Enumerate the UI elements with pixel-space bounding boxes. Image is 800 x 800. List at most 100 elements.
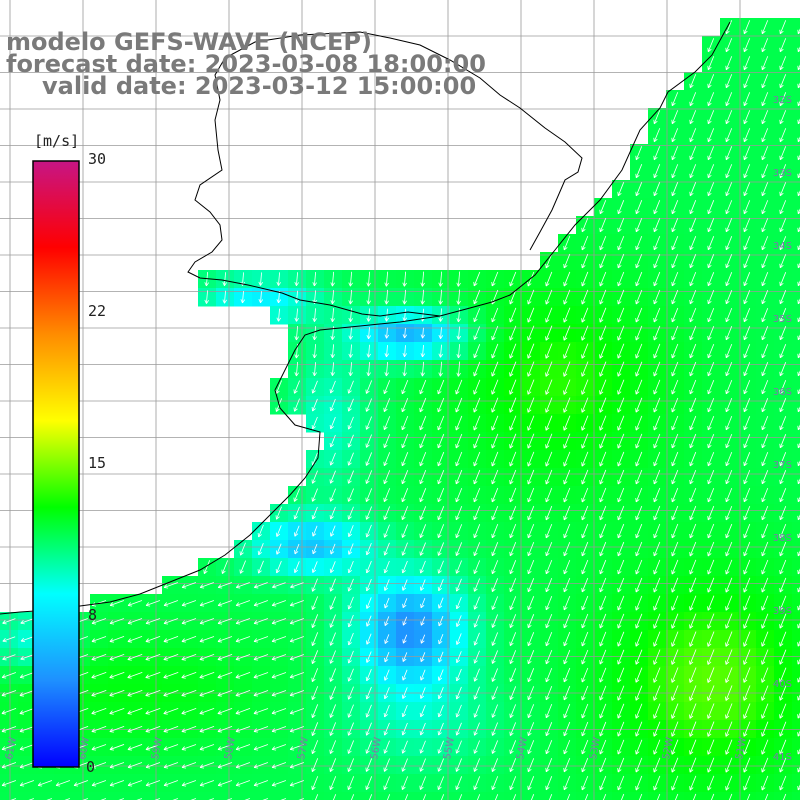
wind-arrow	[545, 487, 553, 503]
wind-arrow	[689, 289, 697, 305]
wind-arrow	[707, 200, 715, 215]
wind-arrow	[383, 452, 391, 467]
wind-arrow	[761, 308, 769, 323]
wind-arrow	[509, 487, 517, 503]
wind-arrow	[509, 596, 517, 611]
wind-arrow	[509, 289, 517, 305]
wind-arrow	[329, 596, 336, 610]
wind-arrow	[527, 560, 535, 575]
wind-arrow	[329, 398, 336, 412]
wind-arrow	[527, 451, 535, 467]
wind-arrow	[311, 416, 318, 430]
wind-arrow	[509, 307, 517, 323]
wind-arrow	[276, 308, 281, 322]
wind-arrow	[365, 452, 373, 466]
wind-arrow	[402, 616, 408, 626]
wind-arrow	[545, 289, 553, 305]
wind-arrow	[473, 361, 481, 377]
wind-arrow	[491, 542, 499, 557]
wind-arrow	[635, 218, 643, 233]
wind-arrow	[455, 578, 462, 592]
wind-arrow	[707, 272, 715, 287]
wind-arrow	[563, 469, 571, 485]
wind-arrow	[779, 541, 787, 557]
wind-arrow	[725, 559, 733, 575]
wind-arrow	[779, 577, 787, 593]
wind-arrow	[617, 595, 625, 611]
wind-arrow	[707, 343, 715, 359]
wind-arrow	[563, 235, 571, 251]
wind-arrow	[653, 451, 661, 467]
wind-cell	[792, 648, 800, 667]
wind-arrow	[365, 488, 373, 502]
wind-arrow	[383, 506, 391, 520]
wind-arrow	[581, 577, 589, 593]
wind-arrow	[779, 164, 787, 179]
wind-arrow	[761, 110, 769, 125]
wind-arrow	[689, 236, 697, 251]
wind-cell	[792, 576, 800, 595]
wind-arrow	[761, 272, 769, 287]
wind-arrow	[329, 488, 336, 502]
wind-arrow	[689, 343, 697, 359]
wind-arrow	[689, 254, 697, 269]
wind-arrow	[545, 433, 553, 449]
wind-arrow	[545, 595, 553, 611]
wind-arrow	[383, 434, 391, 449]
wind-arrow	[527, 289, 535, 305]
wind-arrow	[671, 487, 679, 503]
wind-arrow	[779, 200, 787, 215]
wind-arrow	[545, 307, 553, 323]
wind-arrow	[581, 451, 589, 467]
wind-arrow	[365, 542, 372, 556]
wind-arrow	[617, 289, 625, 305]
wind-arrow	[473, 379, 481, 395]
wind-arrow	[275, 560, 282, 574]
wind-arrow	[419, 542, 426, 556]
wind-arrow	[217, 582, 232, 589]
wind-arrow	[384, 616, 390, 626]
wind-arrow	[437, 379, 445, 395]
wind-arrow	[635, 343, 643, 359]
wind-arrow	[635, 289, 643, 305]
wind-arrow	[491, 578, 499, 592]
wind-arrow	[779, 559, 787, 575]
wind-arrow	[743, 380, 751, 395]
latitude-label: 37S	[773, 460, 792, 471]
latitude-label: 33S	[773, 168, 792, 179]
wind-arrow	[491, 343, 499, 359]
wind-arrow	[689, 92, 697, 107]
wind-arrow	[779, 505, 787, 521]
wind-arrow	[311, 561, 318, 573]
wind-arrow	[456, 326, 461, 340]
wind-arrow	[653, 271, 661, 287]
wind-arrow	[761, 344, 769, 359]
wind-arrow	[707, 146, 715, 161]
wind-arrow	[545, 361, 553, 377]
wind-arrow	[401, 380, 409, 395]
wind-arrow	[725, 523, 733, 539]
wind-arrow	[235, 600, 251, 607]
wind-arrow	[761, 505, 769, 521]
wind-arrow	[383, 470, 391, 485]
wind-arrow	[761, 380, 769, 395]
wind-arrow	[312, 362, 317, 377]
wind-arrow	[725, 272, 733, 287]
wind-arrow	[725, 290, 733, 305]
wind-arrow	[689, 541, 697, 557]
wind-arrows	[1, 20, 800, 800]
wind-arrow	[163, 618, 179, 625]
wind-arrow	[455, 615, 462, 627]
wind-arrow	[653, 559, 661, 575]
latitude-label: 41S	[773, 752, 792, 763]
wind-arrow	[509, 578, 517, 593]
wind-arrow	[707, 307, 715, 323]
wind-arrow	[653, 595, 661, 611]
wind-arrow	[473, 505, 481, 521]
wind-arrow	[563, 415, 571, 431]
wind-cell	[792, 630, 800, 649]
wind-arrow	[599, 541, 607, 557]
wind-arrow	[330, 271, 335, 287]
wind-arrow	[707, 74, 715, 89]
wind-cell	[360, 792, 379, 800]
